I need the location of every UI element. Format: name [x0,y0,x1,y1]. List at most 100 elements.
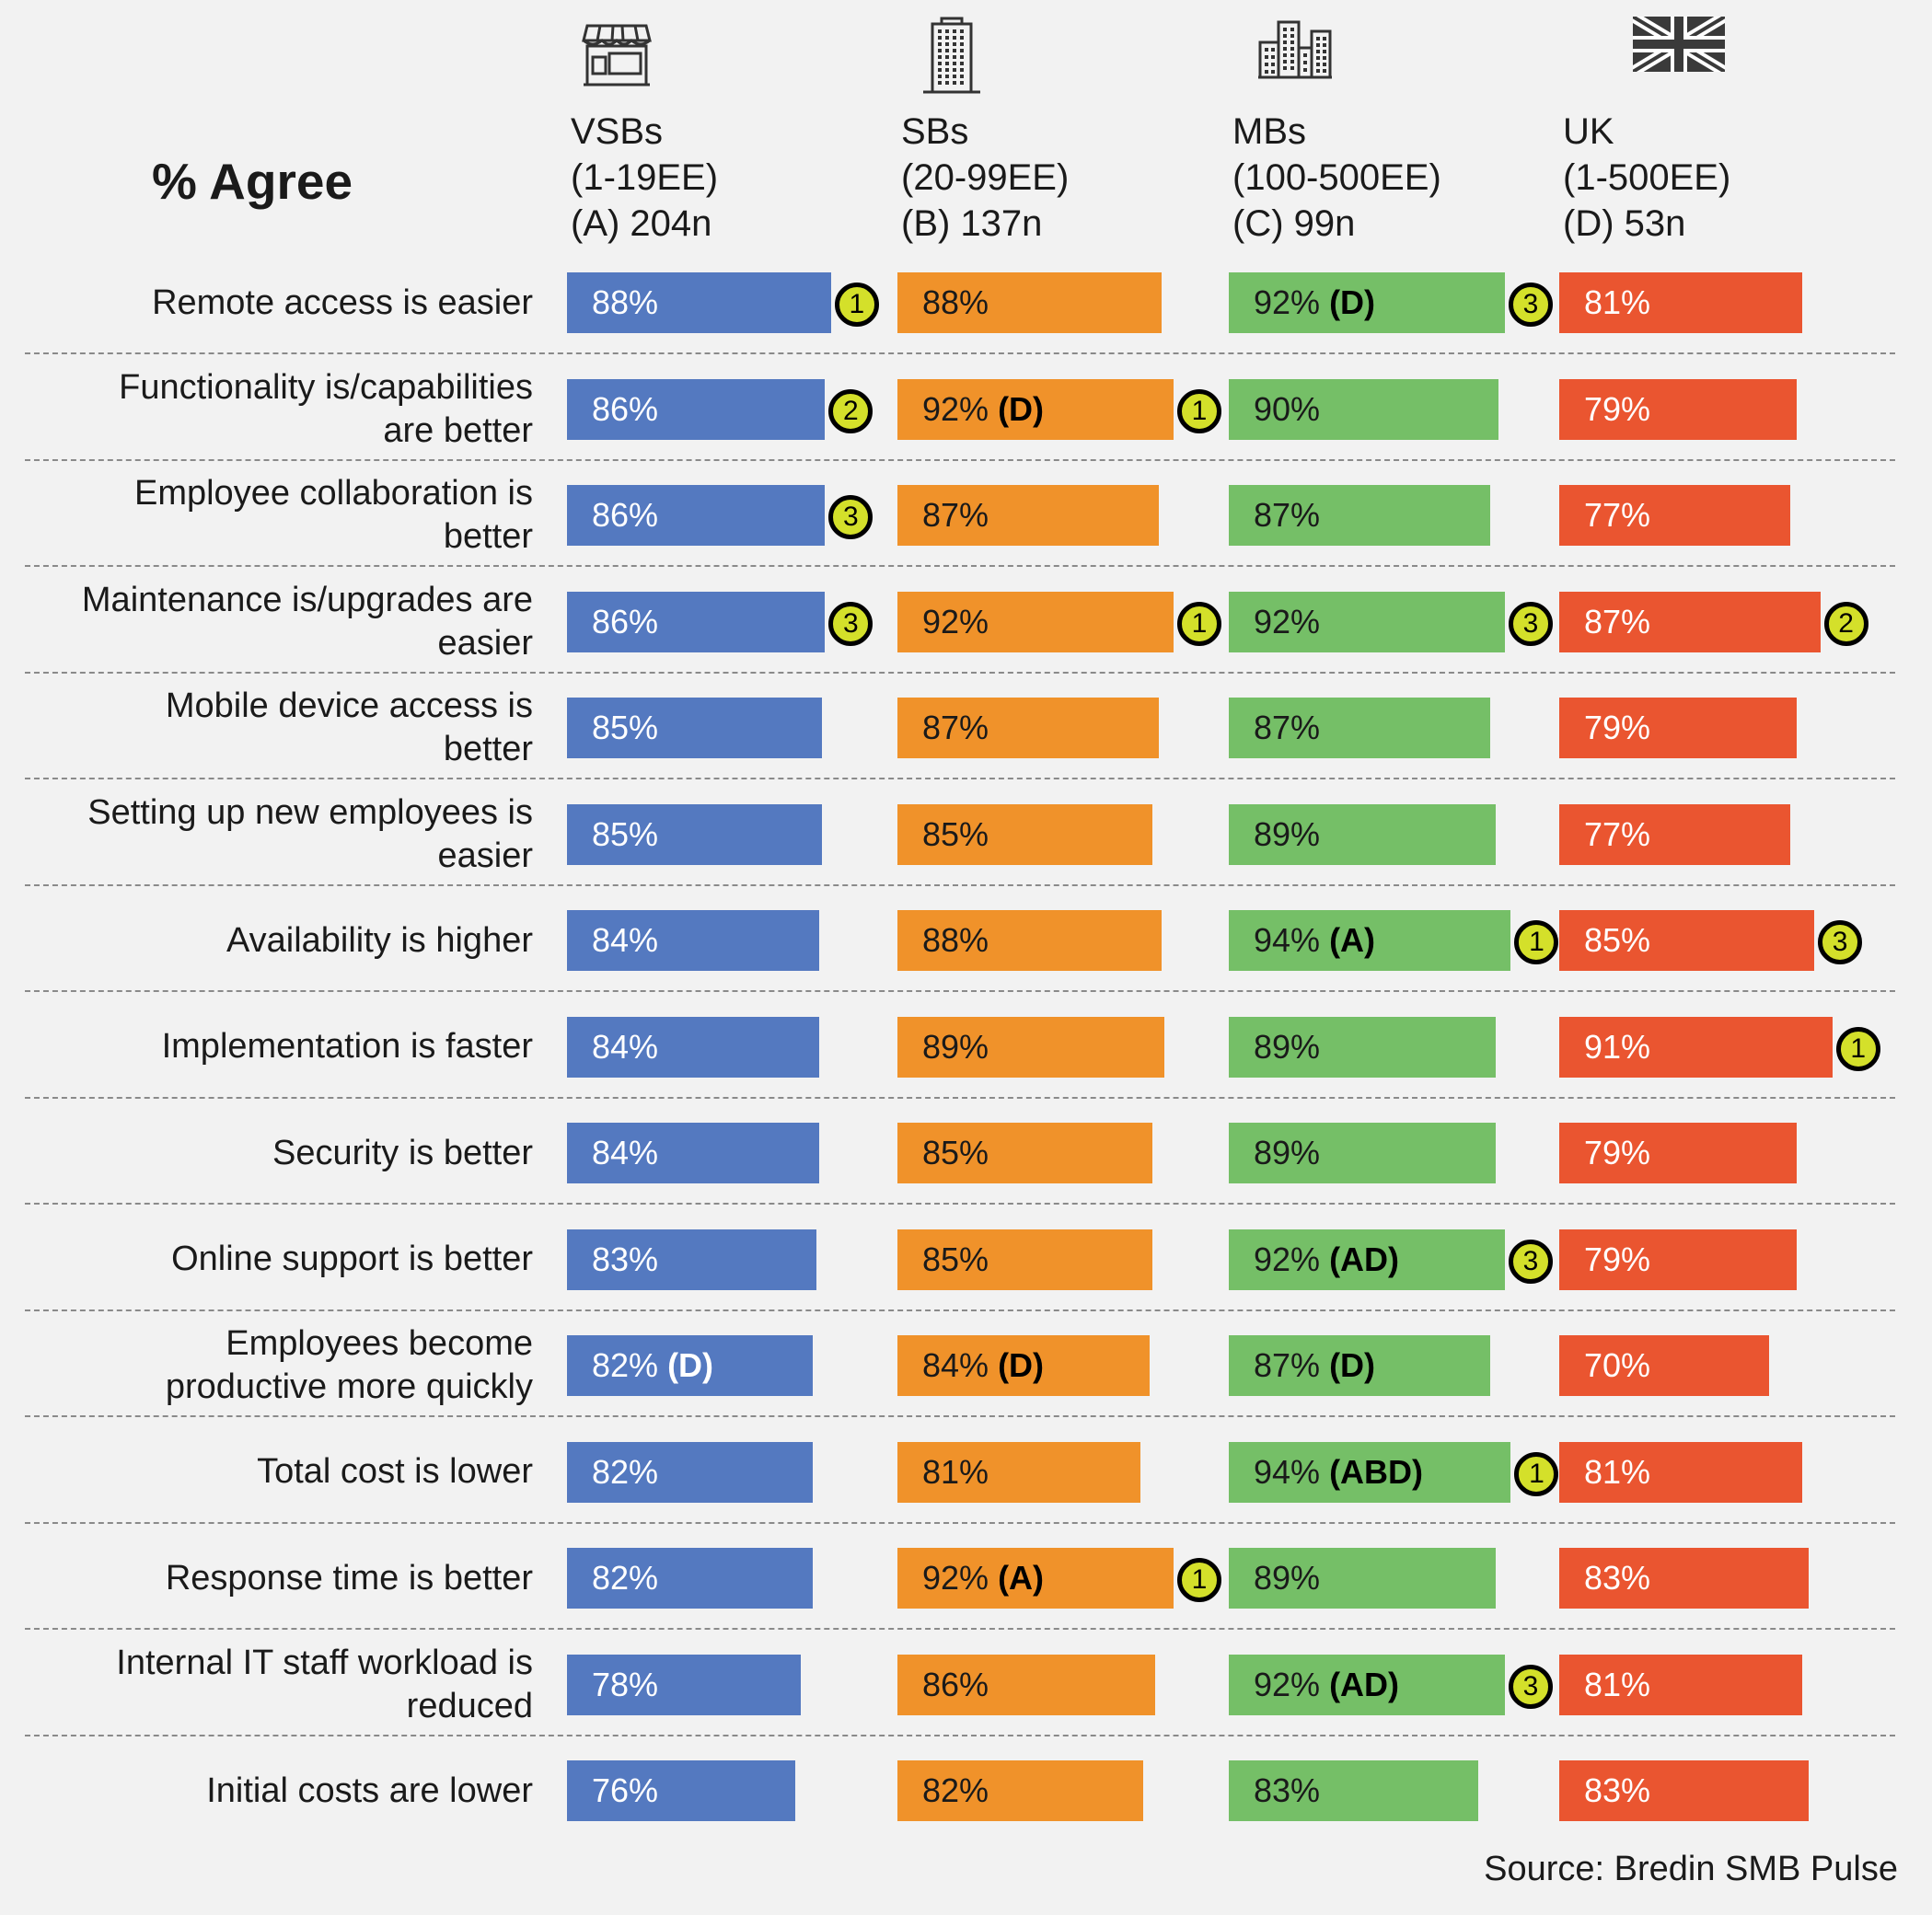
bar-c: 89% [1229,1016,1497,1078]
bar-value-label: 81% [922,1442,989,1503]
bar-value-label: 84% [592,1123,658,1183]
bar-value-label: 92% (AD) [1254,1229,1399,1290]
bar-value: 77% [1584,496,1651,534]
bar-d: 77% [1559,803,1791,865]
bar-c: 92% [1229,591,1505,652]
bar-b: 85% [897,1123,1153,1183]
bar-value-label: 87% [1254,698,1320,758]
column-header-line: (100-500EE) [1232,157,1441,198]
bar-value-label: 91% [1584,1017,1650,1078]
column-header-line: (1-500EE) [1563,157,1731,198]
bar-value: 81% [1584,1452,1651,1491]
row-label: Online support is better [0,1238,533,1281]
row-label: Maintenance is/upgrades are easier [0,579,533,665]
bar-b: 85% [897,803,1153,865]
row-divider [25,1628,1895,1630]
row-label-line: easier [437,836,534,875]
bar-value-label: 86% [592,485,658,546]
bar-c: 92% (D) [1229,272,1505,333]
bar-value: 76% [592,1771,659,1809]
bar-c: 94% (A) [1229,910,1511,971]
row-label: Response time is better [0,1557,533,1600]
bar-value-label: 90% [1254,379,1320,440]
bar-value-label: 89% [1254,1017,1320,1078]
uk-flag-icon [1629,11,1729,77]
bar-value: 92% [1254,1665,1321,1703]
row-label-line: Functionality is/capabilities [119,367,533,407]
bar-value-label: 89% [1254,804,1320,865]
row-label-line: better [443,517,533,556]
bar-c: 94% (ABD) [1229,1441,1511,1503]
bar-value-label: 92% [922,592,989,652]
significance-marker: (AD) [1320,1240,1400,1278]
column-header-line: (C) 99n [1232,203,1356,244]
row-label-line: Mobile device access is [165,686,533,725]
bar-d: 83% [1559,1548,1809,1609]
bar-a: 85% [567,803,823,865]
row-label-line: productive more quickly [165,1367,533,1406]
bar-value: 85% [592,709,659,746]
bar-value-label: 87% [1584,592,1650,652]
column-header-line: MBs [1232,111,1306,152]
bar-value: 79% [1584,1240,1651,1278]
bar-value: 89% [1254,1027,1321,1066]
rank-badge: 3 [1508,283,1553,327]
bar-value: 92% [922,602,989,640]
significance-marker: (D) [989,389,1045,428]
bar-c: 92% (AD) [1229,1654,1505,1715]
bar-value: 92% [1254,1240,1321,1278]
bar-value: 87% [1254,709,1321,746]
rank-badge: 3 [1818,920,1863,964]
bar-value: 87% [922,709,989,746]
bar-c: 87% [1229,485,1490,546]
rank-badge: 2 [828,388,873,433]
bar-value-label: 82% [592,1548,658,1609]
row-divider [25,778,1895,779]
significance-marker: (D) [1320,1346,1376,1384]
bar-value: 92% [1254,283,1321,321]
bar-value-label: 78% [592,1655,658,1715]
bar-value-label: 83% [592,1229,658,1290]
rank-badge: 2 [1823,601,1868,646]
significance-marker: (ABD) [1320,1452,1424,1491]
bar-d: 91% [1559,1016,1833,1078]
bar-value: 92% [1254,602,1321,640]
row-divider [25,671,1895,674]
bar-value: 82% [922,1771,989,1809]
row-divider [25,458,1895,461]
row-label: Setting up new employees is easier [0,791,533,878]
column-header-line: SBs [901,111,969,152]
bar-value-label: 82% (D) [592,1335,713,1396]
bar-a: 86% [567,591,826,652]
bar-value-label: 85% [1584,910,1650,971]
rank-badge: 3 [1508,1239,1553,1284]
bar-c: 87% [1229,698,1490,758]
column-header-line: (B) 137n [901,203,1043,244]
bar-value: 86% [592,389,659,428]
bar-value: 84% [592,1027,659,1066]
significance-marker: (AD) [1320,1665,1400,1703]
bar-value-label: 88% [922,910,989,971]
bar-value: 81% [1584,1665,1651,1703]
bar-value-label: 92% [1254,592,1320,652]
significance-marker: (D) [658,1346,714,1384]
bar-value: 84% [922,1346,989,1384]
bar-value-label: 86% [922,1655,989,1715]
bar-a: 84% [567,1123,819,1183]
row-label-line: easier [437,623,534,663]
row-label-line: Security is better [272,1133,533,1172]
bar-value-label: 83% [1584,1548,1650,1609]
bar-value: 81% [1584,283,1651,321]
row-label: Implementation is faster [0,1025,533,1068]
bar-value-label: 85% [592,804,658,865]
storefront-icon [580,17,654,95]
bar-value: 89% [1254,1134,1321,1171]
bar-value-label: 85% [592,698,658,758]
bar-a: 85% [567,698,823,758]
bar-b: 89% [897,1016,1165,1078]
rank-badge: 1 [1835,1026,1880,1071]
bar-value: 85% [922,1134,989,1171]
bar-value-label: 94% (ABD) [1254,1442,1423,1503]
row-label-line: Availability is higher [226,920,533,960]
